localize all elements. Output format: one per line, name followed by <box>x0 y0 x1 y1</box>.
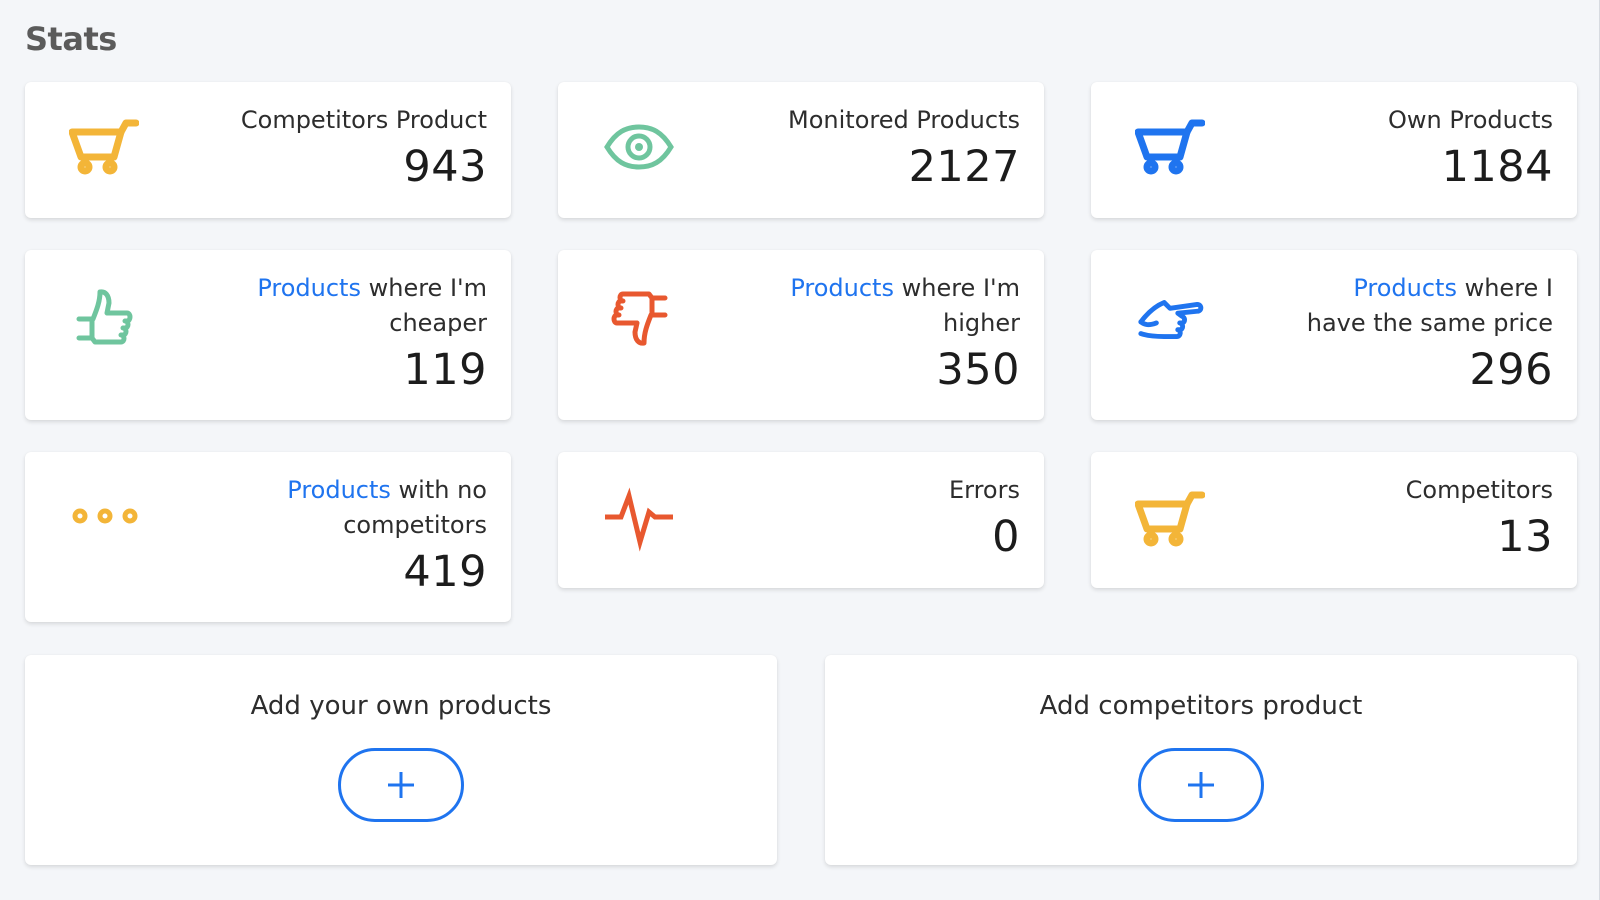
stat-label: Products where I have the same price <box>1307 271 1553 341</box>
plus-icon <box>1188 772 1214 798</box>
stat-text: Errors 0 <box>949 452 1020 562</box>
eye-icon <box>604 112 674 182</box>
stat-card-higher: Products where I'm higher 350 <box>558 250 1044 420</box>
stat-label: Competitors Product <box>240 106 487 134</box>
thumbs-up-icon <box>72 283 142 353</box>
stat-card-no-competitors: Products with no competitors 419 <box>25 452 511 622</box>
shopping-cart-icon <box>69 112 139 182</box>
stat-label-line2: have the same price <box>1306 309 1553 337</box>
stat-text: Products where I'm higher 350 <box>790 250 1020 395</box>
stat-card-cheaper: Products where I'm cheaper 119 <box>25 250 511 420</box>
stat-value: 419 <box>403 547 487 597</box>
stat-label: Products where I'm higher <box>790 271 1020 341</box>
page-title: Stats <box>25 20 117 58</box>
stat-label-line1: where I'm <box>893 274 1020 302</box>
stat-value: 350 <box>936 345 1020 395</box>
stat-card-monitored-products: Monitored Products 2127 <box>558 82 1044 218</box>
add-competitors-product-label: Add competitors product <box>1039 691 1363 721</box>
stat-label: Competitors <box>1405 476 1553 504</box>
shopping-cart-icon <box>1135 112 1205 182</box>
stat-card-errors: Errors 0 <box>558 452 1044 588</box>
plus-icon <box>388 772 414 798</box>
stat-text: Products with no competitors 419 <box>287 452 487 597</box>
stat-label: Own Products <box>1388 106 1553 134</box>
products-link[interactable]: Products <box>790 274 894 302</box>
stat-text: Products where I have the same price 296 <box>1307 250 1553 395</box>
add-own-products-label: Add your own products <box>250 691 552 721</box>
stat-label-line1: with no <box>390 476 487 504</box>
stat-text: Competitors 13 <box>1406 452 1553 562</box>
stat-label-line1: where I'm <box>360 274 487 302</box>
stat-label: Errors <box>948 476 1020 504</box>
stat-label: Products where I'm cheaper <box>257 271 487 341</box>
stat-card-competitors-product: Competitors Product 943 <box>25 82 511 218</box>
stat-card-same-price: Products where I have the same price 296 <box>1091 250 1577 420</box>
stat-text: Products where I'm cheaper 119 <box>257 250 487 395</box>
stat-card-own-products: Own Products 1184 <box>1091 82 1577 218</box>
shopping-cart-icon <box>1135 484 1205 554</box>
add-competitors-product-card: Add competitors product <box>825 655 1577 865</box>
stat-value: 943 <box>403 142 487 192</box>
stat-label-line2: cheaper <box>389 309 487 337</box>
stat-value: 296 <box>1469 345 1553 395</box>
stat-text: Competitors Product 943 <box>241 82 487 192</box>
stat-value: 1184 <box>1441 142 1553 192</box>
pulse-icon <box>604 482 674 552</box>
add-competitors-product-button[interactable] <box>1138 748 1264 822</box>
stat-value: 13 <box>1497 512 1553 562</box>
stat-label-line1: where I <box>1456 274 1553 302</box>
more-dots-icon <box>70 481 140 551</box>
pointing-hand-icon <box>1135 285 1205 355</box>
stat-value: 2127 <box>908 142 1020 192</box>
add-own-products-card: Add your own products <box>25 655 777 865</box>
add-own-products-button[interactable] <box>338 748 464 822</box>
products-link[interactable]: Products <box>1353 274 1457 302</box>
stat-label-line2: competitors <box>343 511 487 539</box>
stat-label: Monitored Products <box>788 106 1020 134</box>
stat-label: Products with no competitors <box>287 473 487 543</box>
stat-value: 119 <box>403 345 487 395</box>
thumbs-down-icon <box>602 283 672 353</box>
stat-value: 0 <box>992 512 1020 562</box>
stat-text: Monitored Products 2127 <box>788 82 1020 192</box>
stat-label-line2: higher <box>943 309 1020 337</box>
stat-text: Own Products 1184 <box>1388 82 1553 192</box>
products-link[interactable]: Products <box>257 274 361 302</box>
products-link[interactable]: Products <box>287 476 391 504</box>
stat-card-competitors: Competitors 13 <box>1091 452 1577 588</box>
